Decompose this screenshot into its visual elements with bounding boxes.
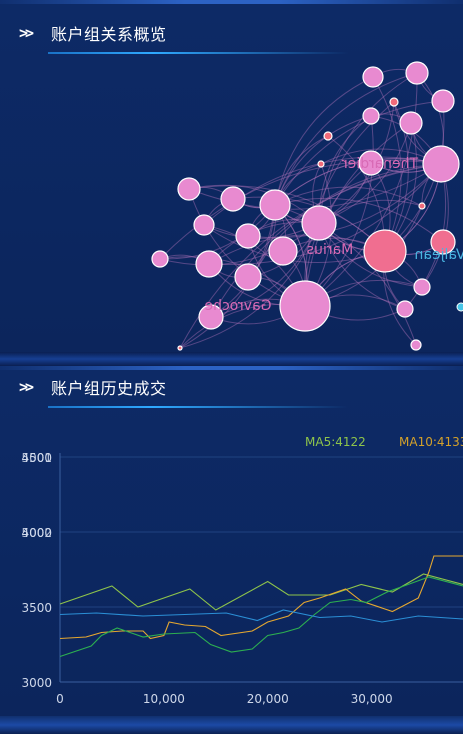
graph-node[interactable] bbox=[323, 131, 333, 141]
y-tick-label: 4000 bbox=[21, 526, 52, 540]
title-underline bbox=[48, 406, 348, 408]
graph-edge bbox=[372, 76, 402, 252]
series-line bbox=[59, 609, 463, 623]
graph-node[interactable] bbox=[235, 223, 261, 249]
panel-top-edge bbox=[0, 0, 463, 4]
graph-node-label: Gavroche bbox=[205, 298, 272, 314]
chart-grid bbox=[60, 456, 463, 608]
relations-panel-title: 账户组关系概览 bbox=[51, 25, 167, 44]
graph-node[interactable] bbox=[363, 229, 407, 273]
chevron-right-icon: >> bbox=[19, 24, 34, 42]
y-tick-label: 3000 bbox=[21, 676, 52, 690]
graph-edge bbox=[274, 115, 372, 206]
y-tick-label: 4500 bbox=[21, 451, 52, 465]
graph-node[interactable] bbox=[259, 189, 291, 221]
graph-node[interactable] bbox=[268, 236, 298, 266]
series-line bbox=[59, 573, 463, 611]
graph-node[interactable] bbox=[399, 111, 423, 135]
graph-node bbox=[456, 302, 463, 312]
graph-node[interactable] bbox=[177, 345, 183, 351]
graph-node[interactable] bbox=[177, 177, 201, 201]
graph-node[interactable] bbox=[362, 107, 380, 125]
chart-series bbox=[59, 555, 463, 658]
panel-top-edge bbox=[0, 366, 463, 370]
series-line bbox=[59, 555, 463, 640]
x-tick-label: 30,000 bbox=[351, 692, 393, 706]
relations-panel: >> 账户组关系概览 Thenardier Marius Gavroche Valje… bbox=[0, 0, 463, 352]
graph-edge bbox=[274, 158, 442, 206]
panel-divider bbox=[0, 352, 463, 366]
graph-edge bbox=[210, 222, 320, 318]
graph-node[interactable] bbox=[389, 97, 399, 107]
graph-edge bbox=[318, 72, 418, 224]
chevron-right-icon: >> bbox=[19, 378, 34, 396]
x-tick-label: 10,000 bbox=[143, 692, 185, 706]
graph-node[interactable] bbox=[151, 250, 169, 268]
graph-node-label: Valjean bbox=[415, 247, 463, 263]
title-underline bbox=[48, 52, 348, 54]
graph-node-label: Thenardier bbox=[342, 156, 419, 172]
graph-node[interactable] bbox=[198, 304, 224, 330]
graph-node[interactable] bbox=[301, 205, 337, 241]
graph-edge bbox=[247, 163, 442, 239]
y-tick-label: 3500 bbox=[21, 601, 52, 615]
graph-node[interactable] bbox=[422, 145, 460, 183]
graph-node[interactable] bbox=[396, 300, 414, 318]
graph-edge bbox=[304, 122, 412, 307]
graph-edge bbox=[188, 185, 386, 252]
graph-node[interactable] bbox=[413, 278, 431, 296]
graph-edge bbox=[159, 222, 320, 266]
legend-item[interactable]: MA5:4122 bbox=[305, 435, 366, 449]
graph-node-label: Marius bbox=[307, 242, 353, 258]
graph-node[interactable] bbox=[220, 186, 246, 212]
graph-edge bbox=[274, 100, 444, 206]
graph-node[interactable] bbox=[234, 263, 262, 291]
graph-node[interactable] bbox=[431, 89, 455, 113]
y-axis: 4500 4000 3500 3000 5001 5002 bbox=[21, 451, 61, 690]
x-tick-label: 0 bbox=[56, 692, 64, 706]
history-panel: >> 账户组历史成交 4500 4000 3500 3000 5001 5002 0 10,… bbox=[0, 366, 463, 716]
graph-node[interactable] bbox=[362, 66, 384, 88]
series-line bbox=[59, 576, 463, 658]
graph-edge bbox=[304, 115, 374, 307]
history-line-chart[interactable]: 4500 4000 3500 3000 5001 5002 0 10,000 20,000 30… bbox=[0, 366, 463, 716]
legend-item[interactable]: MA10:4133 bbox=[399, 435, 463, 449]
graph-node[interactable] bbox=[405, 61, 429, 85]
graph-edge bbox=[304, 72, 418, 307]
y-tick-label-overlap: 5001 bbox=[21, 451, 52, 465]
graph-edge bbox=[274, 72, 418, 206]
history-panel-header: >> 账户组历史成交 bbox=[0, 372, 463, 402]
x-axis: 0 10,000 20,000 30,000 bbox=[56, 681, 463, 706]
graph-edge bbox=[208, 234, 386, 265]
graph-edge bbox=[274, 204, 417, 346]
graph-edge bbox=[274, 76, 374, 206]
chart-legend[interactable]: MA5:4122 MA10:4133 bbox=[305, 435, 463, 449]
y-tick-label-overlap: 5002 bbox=[21, 526, 52, 540]
graph-edge bbox=[247, 163, 442, 278]
graph-node[interactable] bbox=[195, 250, 223, 278]
graph-edge bbox=[179, 222, 320, 349]
history-panel-title: 账户组历史成交 bbox=[51, 379, 167, 398]
graph-node[interactable] bbox=[193, 214, 215, 236]
graph-edge bbox=[274, 197, 444, 243]
graph-node[interactable] bbox=[279, 280, 331, 332]
relations-graph[interactable]: Thenardier Marius Gavroche Valjean bbox=[0, 0, 463, 352]
graph-labels: Thenardier Marius Gavroche Valjean bbox=[205, 156, 463, 314]
graph-node[interactable] bbox=[317, 160, 325, 168]
graph-nodes[interactable] bbox=[151, 61, 463, 351]
graph-edge bbox=[274, 186, 423, 207]
graph-edge bbox=[274, 158, 442, 206]
graph-node[interactable] bbox=[418, 202, 426, 210]
graph-edge bbox=[159, 159, 442, 260]
relations-panel-header: >> 账户组关系概览 bbox=[0, 18, 463, 48]
x-tick-label: 20,000 bbox=[247, 692, 289, 706]
graph-node[interactable] bbox=[410, 339, 422, 351]
footer-bar bbox=[0, 716, 463, 734]
graph-node[interactable] bbox=[358, 150, 384, 176]
graph-node[interactable] bbox=[430, 229, 456, 255]
